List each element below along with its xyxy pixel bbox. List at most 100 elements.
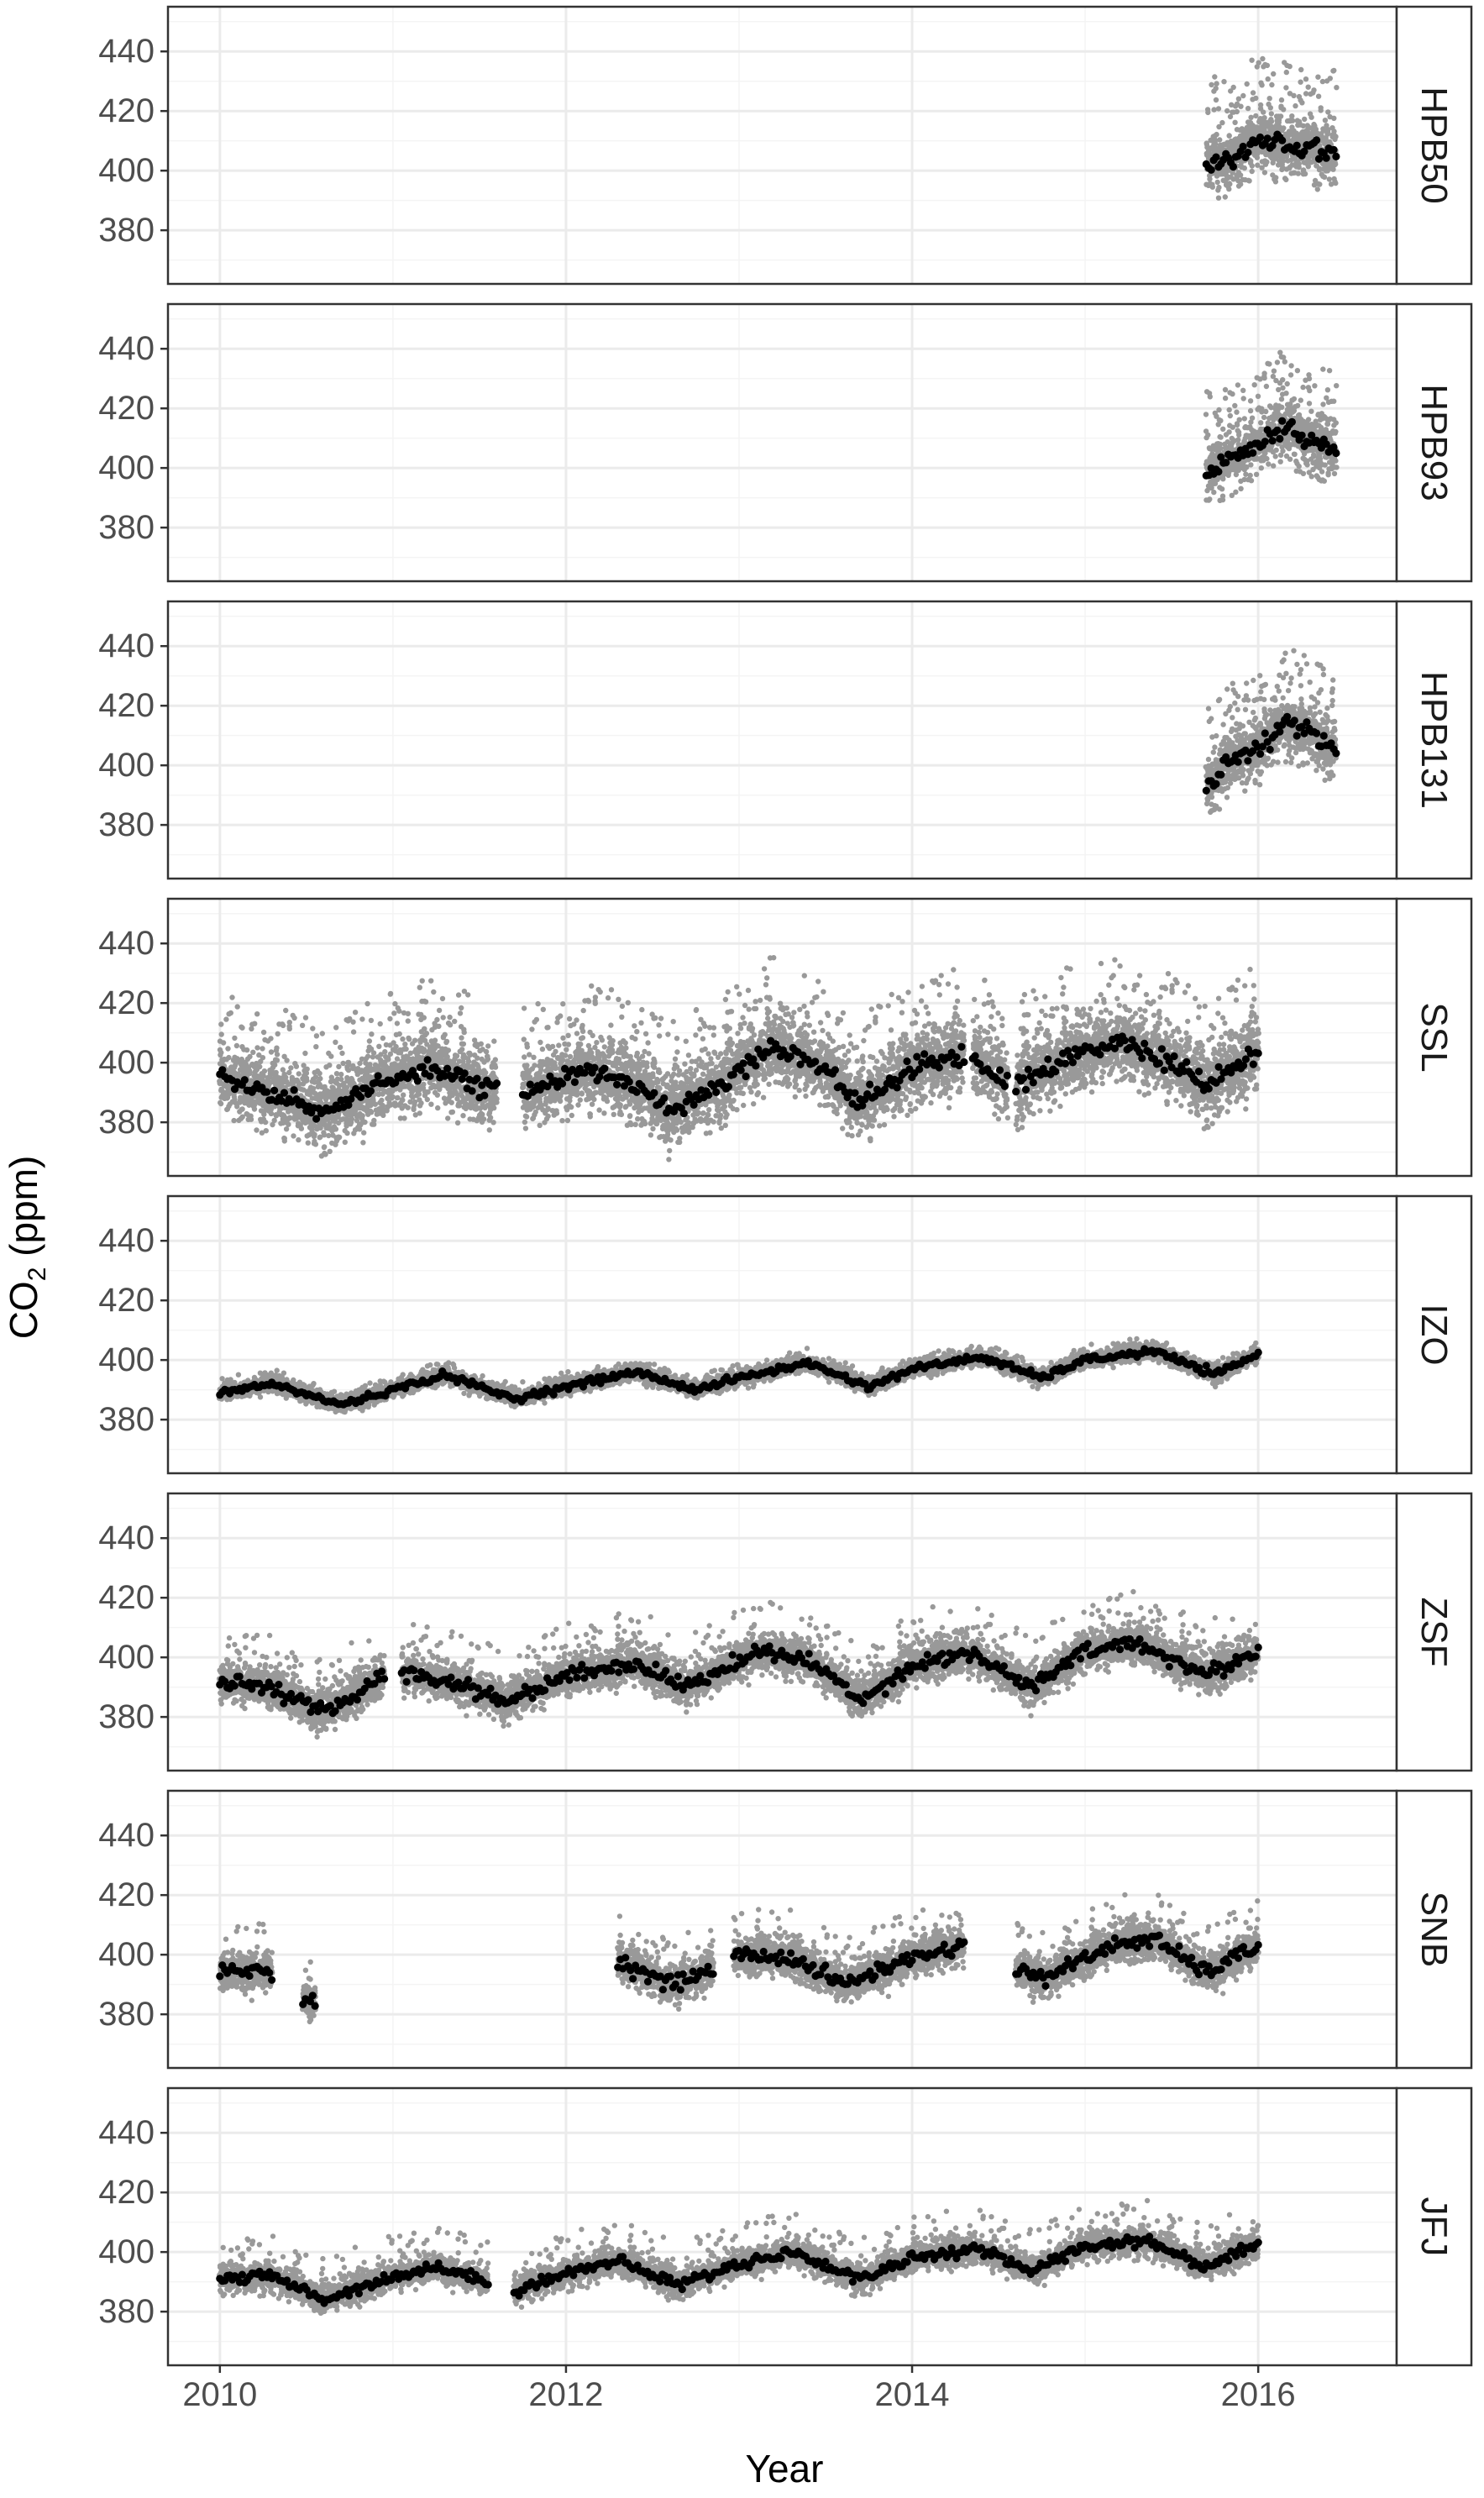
smoothed-point [1076, 1655, 1085, 1663]
smoothed-point [345, 2291, 354, 2300]
smoothed-point [805, 1650, 813, 1658]
smoothed-point [1229, 162, 1237, 171]
smoothed-point [1224, 1959, 1233, 1967]
smoothed-point [666, 1972, 675, 1981]
smoothed-point [1256, 750, 1265, 758]
smoothed-point [1239, 2250, 1248, 2259]
smoothed-point [473, 1074, 481, 1083]
smoothed-point [1298, 431, 1306, 439]
smoothed-point [326, 1702, 334, 1710]
smoothed-points-jfj [216, 2233, 1262, 2307]
smoothed-point [402, 1677, 411, 1686]
smoothed-point [1287, 417, 1296, 426]
smoothed-point [903, 2258, 911, 2266]
smoothed-point [906, 1667, 915, 1676]
smoothed-point [629, 1975, 637, 1983]
y-tick-label: 420 [98, 92, 155, 129]
y-tick-label: 380 [98, 509, 155, 546]
smoothed-point [1278, 417, 1287, 425]
y-tick-label: 420 [98, 984, 155, 1021]
smoothed-point [1313, 729, 1321, 737]
smoothed-point [280, 1699, 288, 1708]
smoothed-point [391, 1078, 400, 1087]
smoothed-point [724, 1083, 733, 1091]
smoothed-point [947, 1048, 956, 1057]
y-tick-label: 380 [98, 1996, 155, 2033]
smoothed-point [1300, 147, 1308, 155]
smoothed-point [580, 1674, 589, 1682]
smoothed-point [1110, 1044, 1119, 1052]
smoothed-point [1244, 757, 1252, 765]
smoothed-point [1138, 1054, 1146, 1063]
raw-point-cloud [1203, 55, 1340, 201]
smoothed-point [739, 1059, 747, 1068]
smoothed-point [484, 2280, 492, 2289]
smoothed-points-hpb50 [1202, 130, 1340, 174]
smoothed-point [799, 1955, 807, 1963]
y-tick-label: 400 [98, 449, 155, 486]
smoothed-point [858, 1101, 867, 1110]
facet-label-jfj: JFJ [1413, 2197, 1455, 2257]
smoothed-point [1224, 2256, 1233, 2264]
y-axis-title-main: CO [2, 1281, 45, 1339]
smoothed-point [304, 1696, 312, 1704]
facet-label-zsf: ZSF [1413, 1597, 1455, 1666]
smoothed-point [1036, 1967, 1045, 1976]
smoothed-point [1182, 1057, 1191, 1066]
smoothed-point [1066, 1052, 1074, 1061]
smoothed-point [1067, 1661, 1075, 1670]
smoothed-point [543, 1082, 552, 1091]
smoothed-point [468, 1087, 476, 1095]
raw-points-jfj [217, 2197, 1261, 2316]
smoothed-point [1120, 1036, 1129, 1045]
smoothed-point [1170, 1052, 1178, 1061]
facet-strip [1395, 302, 1473, 583]
y-tick-label: 440 [98, 627, 155, 664]
smoothed-point [486, 1684, 495, 1692]
smoothed-point [1083, 1640, 1092, 1648]
smoothed-point [1108, 1946, 1117, 1955]
smoothed-point [1239, 1943, 1248, 1951]
y-tick-label: 420 [98, 1282, 155, 1319]
smoothed-point [418, 1063, 427, 1071]
panel-background [168, 1196, 1397, 1473]
smoothed-point [347, 1094, 355, 1103]
smoothed-point [1254, 1049, 1262, 1057]
smoothed-point [366, 1087, 375, 1095]
smoothed-point [569, 2271, 578, 2280]
smoothed-point [676, 1986, 684, 1994]
smoothed-point [283, 2276, 291, 2285]
smoothed-point [1026, 1366, 1035, 1374]
smoothed-point [960, 1057, 968, 1067]
smoothed-point [1258, 743, 1266, 751]
smoothed-point [1332, 152, 1340, 160]
facet-label-hpb93: HPB93 [1413, 384, 1455, 501]
smoothed-point [728, 1650, 737, 1659]
smoothed-point [811, 1057, 820, 1066]
smoothed-point [903, 1950, 911, 1960]
smoothed-point [1204, 1084, 1213, 1093]
smoothed-point [1012, 1088, 1020, 1096]
smoothed-point [450, 1072, 459, 1080]
panel-ssl: SSL 380 400 420 440 [98, 897, 1473, 1178]
smoothed-point [821, 1961, 830, 1970]
smoothed-point [1115, 1645, 1125, 1654]
smoothed-point [307, 1708, 315, 1716]
smoothed-point [1146, 2233, 1154, 2241]
smoothed-point [915, 1065, 924, 1073]
smoothed-point [1212, 1667, 1220, 1676]
smoothed-point [935, 1063, 943, 1072]
y-tick-label: 440 [98, 2114, 155, 2151]
smoothed-point [1000, 1082, 1009, 1090]
smoothed-point [410, 1666, 418, 1675]
smoothed-point [821, 2257, 830, 2266]
smoothed-point [1110, 1934, 1119, 1942]
smoothed-point [1322, 440, 1330, 449]
smoothed-point [344, 1100, 353, 1110]
smoothed-point [1329, 145, 1338, 154]
smoothed-point [678, 2285, 686, 2294]
smoothed-point [652, 1661, 660, 1669]
y-tick-label: 420 [98, 1579, 155, 1616]
smoothed-point [632, 1088, 641, 1096]
panel-background [168, 7, 1397, 284]
